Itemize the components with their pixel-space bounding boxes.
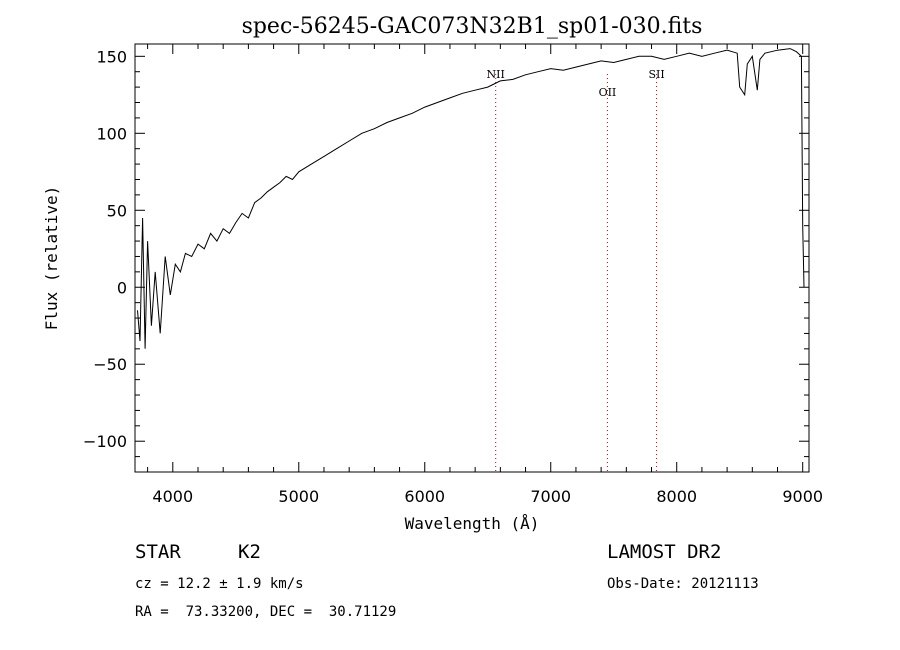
y-axis-label: Flux (relative) bbox=[42, 186, 61, 331]
y-tick-label: 0 bbox=[117, 278, 127, 297]
observation-date: Obs-Date: 20121113 bbox=[607, 576, 759, 592]
x-tick-label: 4000 bbox=[152, 487, 193, 506]
y-tick-label: 50 bbox=[107, 201, 127, 220]
x-tick-label: 5000 bbox=[278, 487, 319, 506]
redshift-cz: cz = 12.2 ± 1.9 km/s bbox=[135, 576, 304, 592]
survey-name: LAMOST DR2 bbox=[607, 541, 722, 563]
marker-label-nii: NII bbox=[487, 68, 505, 81]
y-tick-label: 100 bbox=[96, 124, 127, 143]
object-class: STAR bbox=[135, 541, 181, 563]
x-axis-label: Wavelength (Å) bbox=[405, 514, 540, 533]
axis-ticks: 4000 5000 6000 7000 8000 9000 −100 −50 0 50 100 150 bbox=[83, 44, 823, 506]
x-tick-label: 9000 bbox=[782, 487, 823, 506]
line-markers: NII OII SII bbox=[487, 68, 665, 472]
x-tick-label: 6000 bbox=[404, 487, 445, 506]
y-tick-label: 150 bbox=[96, 47, 127, 66]
y-tick-label: −100 bbox=[83, 432, 127, 451]
object-subclass: K2 bbox=[238, 541, 261, 563]
plot-frame bbox=[134, 43, 810, 473]
x-tick-label: 8000 bbox=[656, 487, 697, 506]
y-tick-label: −50 bbox=[93, 355, 127, 374]
x-tick-label: 7000 bbox=[530, 487, 571, 506]
marker-label-oii: OII bbox=[599, 86, 617, 99]
chart-title: spec-56245-GAC073N32B1_sp01-030.fits bbox=[242, 14, 703, 39]
flux-series-line bbox=[137, 48, 805, 349]
sky-coordinates: RA = 73.33200, DEC = 30.71129 bbox=[135, 604, 397, 620]
marker-label-sii: SII bbox=[648, 68, 664, 81]
